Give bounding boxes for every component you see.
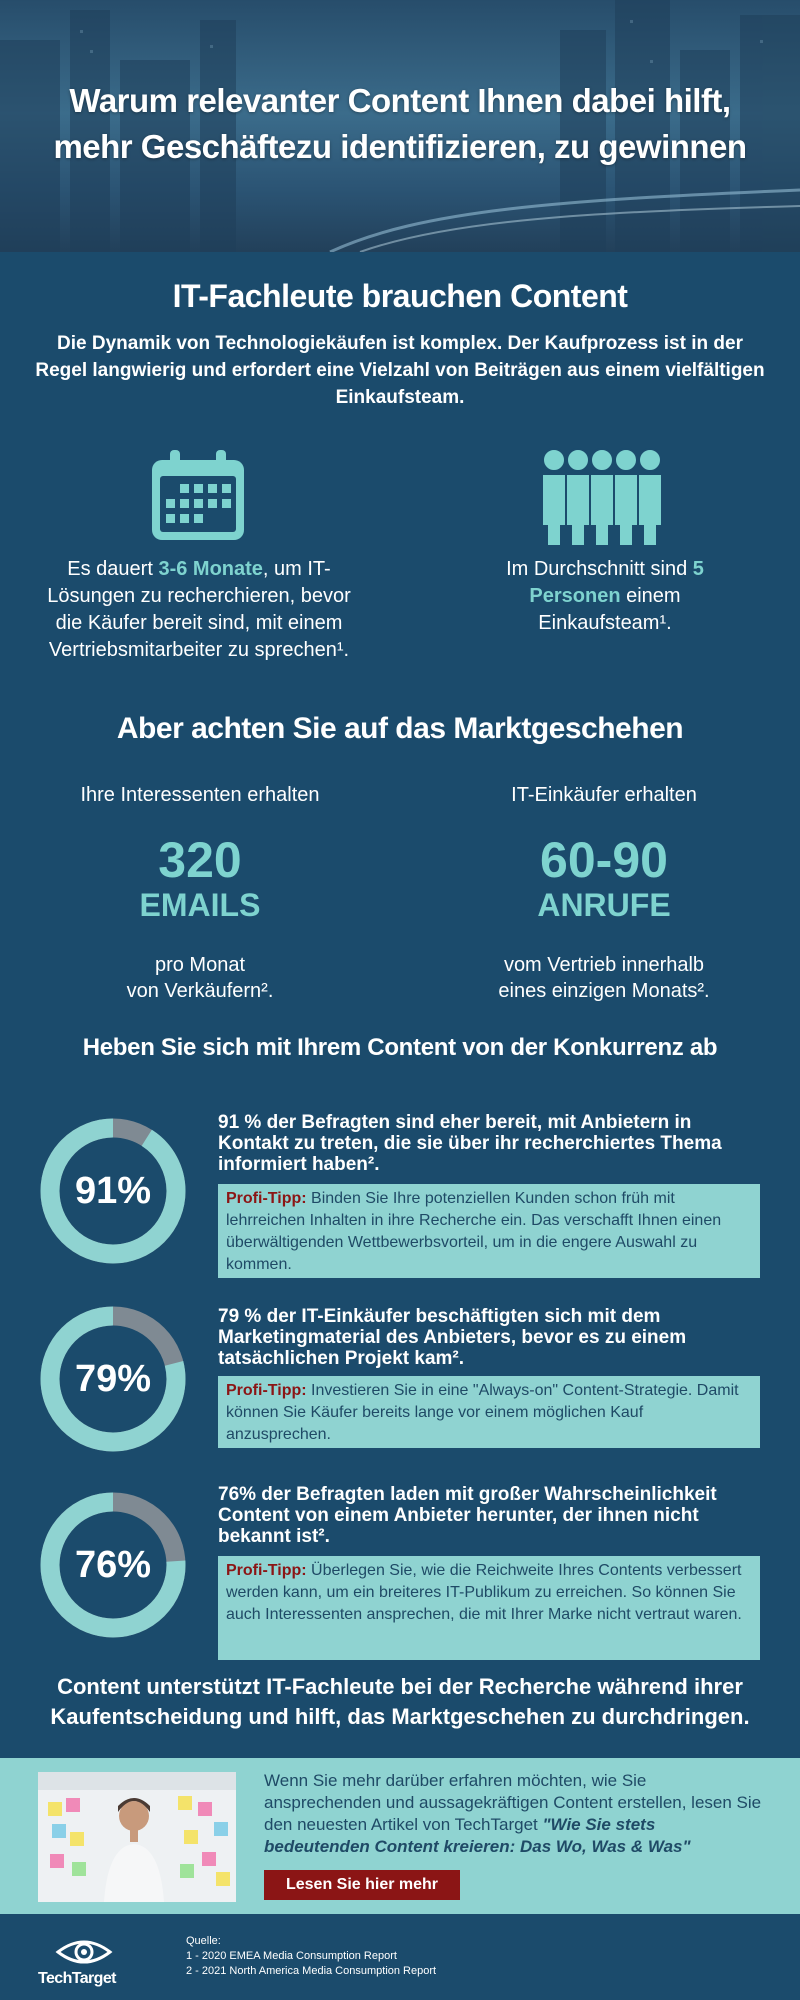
tip-label: Profi-Tipp: bbox=[226, 1190, 307, 1207]
donut-chart bbox=[40, 1306, 186, 1452]
team-text-pre: Im Durchschnitt sind bbox=[506, 558, 693, 580]
calendar-icon bbox=[152, 450, 244, 540]
it-section-title: IT-Fachleute brauchen Content bbox=[172, 278, 628, 314]
market-title: Aber achten Sie auf das Marktgeschehen bbox=[116, 712, 684, 745]
emails-unit: EMAILS bbox=[139, 887, 261, 923]
logo-wordmark: TechTarget bbox=[38, 1970, 116, 1987]
claim-1: 91 % der Befragten sind eher bereit, mit… bbox=[218, 1112, 722, 1175]
donut-arc bbox=[40, 1306, 186, 1452]
claim-3: 76% der Befragten laden mit großer Wahrs… bbox=[218, 1484, 717, 1547]
sources-label: Quelle: bbox=[186, 1935, 221, 1947]
emails-number: 320 bbox=[158, 832, 242, 888]
progress-ring-3: 76% bbox=[40, 1492, 186, 1638]
tip-box-1: Profi-Tipp: Binden Sie Ihre potenziellen… bbox=[218, 1184, 760, 1278]
calls-sub-2: eines einzigen Monats². bbox=[498, 980, 710, 1002]
percent-label-3: 76% bbox=[74, 1544, 152, 1586]
calls-unit: ANRUFE bbox=[537, 887, 671, 923]
calls-lead: IT-Einkäufer erhalten bbox=[511, 784, 697, 806]
donut-arc bbox=[40, 1118, 186, 1264]
emails-stat: Ihre Interessenten erhalten 320 EMAILS p… bbox=[20, 782, 380, 1004]
tip-text-2: Investieren Sie in eine "Always-on" Cont… bbox=[226, 1382, 739, 1443]
tip-label: Profi-Tipp: bbox=[226, 1382, 307, 1399]
techtarget-logo[interactable]: TechTarget bbox=[36, 1934, 136, 1994]
read-more-button[interactable]: Lesen Sie hier mehr bbox=[264, 1870, 460, 1900]
progress-ring-2: 79% bbox=[40, 1306, 186, 1452]
sources: Quelle: 1 - 2020 EMEA Media Consumption … bbox=[186, 1934, 436, 1979]
cta-section: Wenn Sie mehr darüber erfahren möchten, … bbox=[0, 1758, 800, 1914]
donut-arc bbox=[40, 1492, 186, 1638]
tip-box-2: Profi-Tipp: Investieren Sie in eine "Alw… bbox=[218, 1376, 760, 1448]
eye-logo-icon bbox=[55, 1940, 113, 1964]
hero-title: Warum relevanter Content Ihnen dabei hil… bbox=[53, 82, 747, 165]
city-skyline-image bbox=[0, 0, 800, 252]
footer: TechTarget Quelle: 1 - 2020 EMEA Media C… bbox=[0, 1914, 800, 2000]
progress-ring-1: 91% bbox=[40, 1118, 186, 1264]
calls-sub-1: vom Vertrieb innerhalb bbox=[503, 954, 705, 976]
source-2: 2 - 2021 North America Media Consumption… bbox=[186, 1965, 437, 1977]
calls-stat: IT-Einkäufer erhalten 60-90 ANRUFE vom V… bbox=[424, 782, 784, 1004]
team-highlight: 5 Personen bbox=[529, 558, 704, 607]
cta-article-title[interactable]: "Wie Sie stets bedeutenden Content kreie… bbox=[264, 1815, 691, 1856]
duration-text-pre: Es dauert bbox=[67, 558, 159, 580]
emails-sub-2: von Verkäufern². bbox=[126, 980, 274, 1002]
cta-body: Wenn Sie mehr darüber erfahren möchten, … bbox=[264, 1771, 762, 1834]
percent-label-1: 91% bbox=[74, 1170, 152, 1212]
duration-highlight: 3-6 Monate bbox=[158, 558, 263, 580]
competition-title: Heben Sie sich mit Ihrem Content von der… bbox=[82, 1034, 718, 1061]
tip-text-3: Überlegen Sie, wie die Reichweite Ihres … bbox=[226, 1562, 742, 1623]
office-photo bbox=[38, 1772, 236, 1902]
tip-box-3: Profi-Tipp: Überlegen Sie, wie die Reich… bbox=[218, 1556, 760, 1660]
hero-banner: Warum relevanter Content Ihnen dabei hil… bbox=[0, 0, 800, 252]
team-size-stat: Im Durchschnitt sind 5 Personen einem Ei… bbox=[490, 556, 720, 637]
it-section-intro: Die Dynamik von Technologiekäufen ist ko… bbox=[35, 333, 765, 408]
claim-2: 79 % der IT-Einkäufer beschäftigten sich… bbox=[218, 1306, 687, 1369]
team-text-post: einem Einkaufsteam¹. bbox=[538, 585, 681, 634]
calls-number: 60-90 bbox=[540, 832, 668, 888]
duration-stat: Es dauert 3-6 Monate, um IT-Lösungen zu … bbox=[34, 556, 364, 664]
closing-statement: Content unterstützt IT-Fachleute bei der… bbox=[50, 1674, 750, 1729]
source-1: 1 - 2020 EMEA Media Consumption Report bbox=[186, 1950, 397, 1962]
emails-sub-1: pro Monat bbox=[154, 954, 246, 976]
cta-text: Wenn Sie mehr darüber erfahren möchten, … bbox=[264, 1770, 764, 1858]
team-icon bbox=[541, 448, 663, 547]
donut-chart bbox=[40, 1492, 186, 1638]
duration-text-post: , um IT-Lösungen zu recherchieren, bevor… bbox=[47, 558, 351, 661]
tip-text-1: Binden Sie Ihre potenziellen Kunden scho… bbox=[226, 1190, 722, 1273]
main-section: IT-Fachleute brauchen Content Die Dynami… bbox=[0, 252, 800, 1758]
percent-label-2: 79% bbox=[74, 1358, 152, 1400]
donut-chart bbox=[40, 1118, 186, 1264]
tip-label: Profi-Tipp: bbox=[226, 1562, 307, 1579]
emails-lead: Ihre Interessenten erhalten bbox=[80, 784, 320, 806]
